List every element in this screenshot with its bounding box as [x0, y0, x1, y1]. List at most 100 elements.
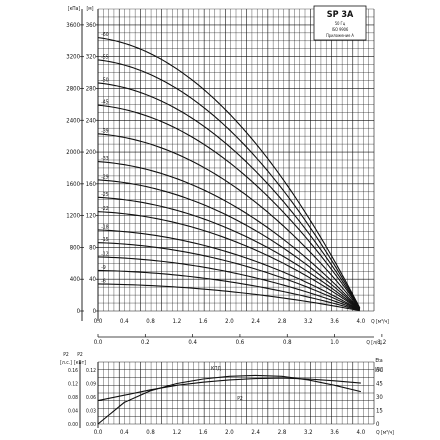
- tick-label-y-kpa: 3200: [66, 54, 80, 61]
- stage-curve-label: -18: [101, 224, 108, 230]
- title-box: [313, 5, 367, 41]
- tick-label-y-kw: 0.09: [86, 382, 96, 388]
- tick-label-y-kw: 0.12: [86, 368, 96, 374]
- tick-label-x-top: 4.0: [357, 318, 366, 325]
- tick-label-x-bottom: 0.0: [94, 429, 103, 436]
- tick-label-y-kpa: 3600: [66, 22, 80, 29]
- efficiency-curve: [97, 374, 361, 425]
- grid-layer: [97, 8, 375, 425]
- unit-eta-name: Eta: [375, 358, 383, 364]
- tick-label-y-m: 320: [86, 54, 97, 61]
- tick-label-x-ls: 0.2: [141, 339, 150, 346]
- stage-curve: [97, 161, 361, 310]
- unit-p2-hp-name: P2: [63, 352, 69, 358]
- tick-label-y-kpa: 800: [70, 244, 81, 251]
- tick-label-x-ls: 0.4: [188, 339, 197, 346]
- tick-label-y-hp: 0.08: [68, 395, 78, 401]
- stage-curve-label: -29: [101, 174, 108, 180]
- tick-label-y-eta: 45: [376, 381, 383, 388]
- stage-curve: [97, 211, 361, 311]
- tick-label-y-eta: 60: [376, 367, 383, 374]
- tick-label-y-kpa: 1600: [66, 181, 80, 188]
- tick-label-x-top: 3.2: [304, 318, 313, 325]
- tick-label-x-top: 1.2: [173, 318, 182, 325]
- stage-curve: [97, 133, 361, 310]
- tick-label-y-kpa: 2800: [66, 85, 80, 92]
- stage-curve-label: -55: [101, 54, 108, 60]
- tick-label-x-bottom: 0.8: [146, 429, 155, 436]
- chart-subtitle-freq: 50 Гц: [335, 21, 346, 26]
- tick-label-x-ls: 0.6: [236, 339, 245, 346]
- tick-label-y-m: 360: [86, 22, 97, 29]
- chart-subtitle-annex: Приложение A: [326, 33, 354, 38]
- tick-label-y-hp: 0.16: [68, 368, 78, 374]
- x-unit-top: Q [м³/ч]: [371, 319, 389, 325]
- tick-label-y-eta: 15: [376, 408, 383, 415]
- tick-label-y-hp: 0.04: [68, 409, 78, 415]
- tick-label-y-kpa: 400: [70, 276, 81, 283]
- tick-label-x-bottom: 1.6: [199, 429, 208, 436]
- tick-label-y-m: 40: [89, 276, 96, 283]
- stage-curve-label: -50: [101, 77, 108, 83]
- stage-curve: [97, 256, 360, 311]
- tick-label-x-bottom: 2.0: [225, 429, 234, 436]
- power-curve: [97, 377, 361, 402]
- tick-label-x-bottom: 1.2: [173, 429, 182, 436]
- stage-curve: [97, 283, 360, 312]
- tick-label-y-hp: 0.12: [68, 382, 78, 388]
- stage-curve-label: -6: [101, 278, 106, 284]
- stage-curve-label: -9: [101, 265, 106, 271]
- tick-label-y-eta: 0: [376, 421, 380, 428]
- stage-curve-label: -25: [101, 192, 108, 198]
- stage-curve: [97, 82, 361, 309]
- unit-hp: [л.с.]: [60, 360, 72, 366]
- tick-label-x-ls: 1.0: [330, 339, 339, 346]
- tick-label-x-top: 2.0: [225, 318, 234, 325]
- stage-curve-label: -45: [101, 100, 108, 106]
- tick-label-x-top: 0.8: [146, 318, 155, 325]
- tick-label-x-top: 2.4: [251, 318, 260, 325]
- tick-label-y-hp: 0.00: [68, 422, 78, 428]
- tick-label-x-bottom: 3.6: [330, 429, 339, 436]
- stage-curve-label: -15: [101, 237, 108, 243]
- chart-subtitle-iso: ISO 9906: [332, 27, 349, 32]
- x-unit-ls: Q [л/с]: [366, 340, 382, 346]
- stage-curve: [97, 37, 361, 309]
- tick-label-y-kpa: 2400: [66, 117, 80, 124]
- tick-label-y-kw: 0.03: [86, 409, 96, 415]
- stage-curve: [97, 269, 360, 312]
- tick-label-y-m: 0: [93, 308, 97, 315]
- tick-label-x-top: 0.0: [94, 318, 103, 325]
- stage-curve: [97, 242, 360, 311]
- stage-curve: [97, 59, 361, 309]
- tick-label-y-eta: 30: [376, 394, 383, 401]
- unit-eta-pct: [%]: [375, 367, 383, 373]
- tick-label-x-bottom: 0.4: [120, 429, 129, 436]
- tick-label-x-ls: 1.2: [378, 339, 387, 346]
- x-unit-bottom: Q [м³/ч]: [376, 430, 394, 436]
- tick-label-y-m: 80: [89, 244, 96, 251]
- tick-label-y-kw: 0.00: [86, 422, 96, 428]
- unit-kpa: [кПа]: [68, 6, 81, 12]
- curves-layer: [97, 37, 361, 425]
- axes-layer: [79, 9, 383, 428]
- tick-label-y-kpa: 2000: [66, 149, 80, 156]
- tick-label-x-ls: 0.0: [94, 339, 103, 346]
- tick-label-x-top: 1.6: [199, 318, 208, 325]
- tick-label-x-top: 3.6: [330, 318, 339, 325]
- stage-curve: [97, 104, 361, 309]
- tick-label-x-bottom: 3.2: [304, 429, 313, 436]
- tick-label-x-bottom: 2.4: [251, 429, 260, 436]
- tick-label-x-top: 0.4: [120, 318, 129, 325]
- series-label-power: P2: [237, 396, 243, 402]
- tick-label-x-bottom: 2.8: [278, 429, 287, 436]
- stage-curve-label: -22: [101, 206, 108, 212]
- tick-label-y-m: 280: [86, 85, 97, 92]
- stage-curve: [97, 229, 360, 311]
- tick-label-x-top: 2.8: [278, 318, 287, 325]
- unit-m: [м]: [87, 6, 94, 12]
- stage-curve: [97, 196, 361, 311]
- stage-curve-label: -39: [101, 128, 108, 134]
- stage-curve-label: -12: [101, 251, 108, 257]
